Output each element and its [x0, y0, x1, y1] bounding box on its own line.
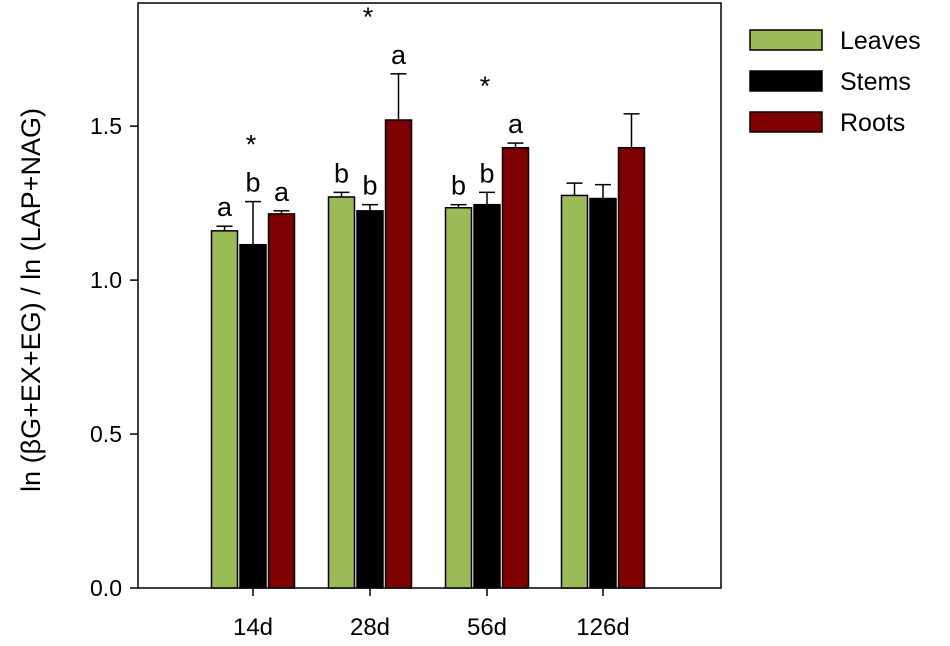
significance-letter: a	[508, 109, 524, 139]
y-tick-label: 0.5	[90, 421, 122, 447]
bar-leaves	[444, 207, 473, 589]
significance-letter: b	[334, 158, 349, 188]
bar-roots	[267, 213, 296, 589]
x-tick-label: 28d	[350, 614, 390, 641]
bar-leaves	[210, 230, 239, 589]
significance-letter: b	[362, 171, 377, 201]
plot-frame	[137, 2, 722, 589]
legend: Leaves Stems Roots	[749, 27, 921, 137]
legend-swatch-stems	[749, 70, 823, 92]
bar-stems	[589, 197, 617, 589]
bar-roots	[617, 146, 646, 589]
bar-stems	[356, 210, 384, 589]
significance-letter: a	[217, 192, 233, 222]
y-tick-label: 1.5	[90, 113, 122, 139]
x-axis: 14d 28d 56d 126d	[233, 588, 630, 641]
x-tick-label: 126d	[576, 614, 629, 641]
legend-swatch-leaves	[749, 29, 823, 51]
bar-leaves	[327, 196, 356, 589]
y-tick-label: 1.0	[90, 267, 122, 293]
y-tick-label: 0.0	[90, 575, 122, 601]
legend-label-stems: Stems	[840, 68, 911, 96]
bar-roots	[384, 119, 413, 589]
bar-leaves	[560, 194, 589, 589]
significance-letter: a	[391, 40, 407, 70]
significance-star: *	[480, 71, 491, 101]
significance-letter: b	[245, 168, 260, 198]
bar-stems	[473, 203, 501, 589]
significance-star: *	[363, 2, 374, 32]
legend-label-leaves: Leaves	[840, 27, 921, 55]
significance-letter: b	[451, 171, 466, 201]
bar-stems	[239, 243, 267, 589]
significance-star: *	[246, 130, 257, 160]
legend-label-roots: Roots	[840, 109, 905, 137]
legend-swatch-roots	[749, 111, 823, 133]
significance-letter: a	[274, 177, 290, 207]
bars	[210, 73, 646, 589]
y-axis-label: ln (βG+EX+EG) / ln (LAP+NAG)	[16, 108, 46, 492]
significance-letter: b	[479, 158, 494, 188]
bar-roots	[501, 146, 530, 589]
x-tick-label: 14d	[233, 614, 273, 641]
y-axis: 0.0 0.5 1.0 1.5	[90, 113, 138, 601]
x-tick-label: 56d	[467, 614, 507, 641]
